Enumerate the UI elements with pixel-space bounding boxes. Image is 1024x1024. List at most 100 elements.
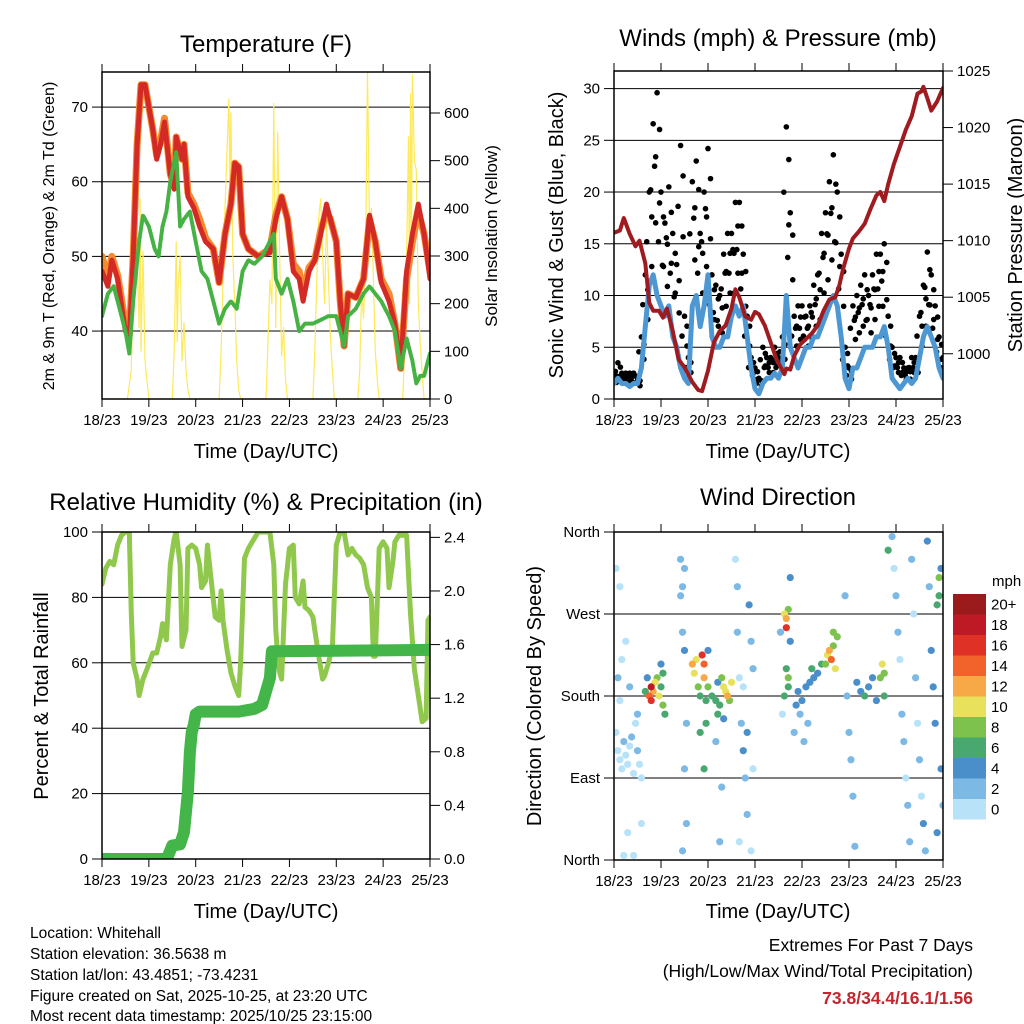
- gust-point: [648, 263, 655, 270]
- wind-ylabel-left: Sonic Wind & Gust (Blue, Black): [546, 92, 568, 379]
- x-tick-label: 20/23: [689, 412, 727, 429]
- direction-point: [712, 737, 720, 746]
- gust-point: [664, 283, 671, 290]
- direction-point: [618, 655, 626, 664]
- direction-point: [633, 710, 642, 718]
- gust-point: [797, 314, 804, 320]
- direction-point: [937, 765, 943, 773]
- gust-point: [668, 260, 675, 267]
- 2m-td-line: [102, 149, 430, 386]
- y-right-tick-label: 2.0: [444, 583, 465, 600]
- x-tick-label: 25/23: [411, 412, 449, 429]
- direction-point: [827, 655, 835, 664]
- y-right-tick-label: 0.8: [444, 744, 465, 761]
- gust-point: [817, 286, 823, 293]
- gust-point: [724, 230, 731, 237]
- direction-point: [880, 692, 888, 700]
- direction-point: [927, 646, 935, 655]
- gust-point: [705, 145, 711, 152]
- gust-point: [650, 120, 656, 127]
- gust-point: [812, 301, 818, 308]
- gust-point: [735, 270, 741, 276]
- direction-point: [933, 601, 941, 609]
- legend-label: 16: [991, 637, 1008, 654]
- rh-panel: 18/23 19/23 20/23 21/23 22/23 23/23 24/23 25/23…: [63, 524, 465, 889]
- gust-point: [715, 323, 722, 329]
- dir-xlabel: Time (Day/UTC): [706, 901, 851, 923]
- direction-point: [659, 701, 667, 709]
- x-tick-label: 20/23: [177, 412, 215, 429]
- speed-legend: mph 20+ 18 16 14 12 10 8 6 4 2 0: [953, 573, 1021, 820]
- y-right-tick-label: 400: [444, 200, 469, 217]
- direction-point: [780, 692, 788, 700]
- extremes-subheading: (High/Low/Max Wind/Total Precipitation): [663, 961, 973, 981]
- direction-point: [690, 669, 698, 677]
- gust-point: [899, 359, 906, 366]
- direction-point: [626, 742, 634, 750]
- dir-panel: 18/23 19/23 20/23 21/23 22/23 23/23 24/23 25/23…: [561, 524, 962, 890]
- direction-point: [622, 637, 630, 645]
- direction-point: [784, 674, 792, 682]
- y-right-tick-label: 1010: [957, 233, 990, 250]
- direction-point: [808, 665, 816, 673]
- y-tick-label: 10: [583, 288, 600, 305]
- direction-point: [620, 737, 628, 746]
- gust-point: [872, 316, 878, 323]
- gust-point: [668, 209, 675, 216]
- direction-point: [902, 774, 910, 782]
- direction-point: [900, 737, 908, 746]
- gust-point: [871, 286, 877, 292]
- y-right-tick-label: 0.0: [444, 851, 465, 868]
- temp-panel: 18/23 19/23 20/23 21/23 22/23 23/23 24/23 25/23…: [71, 64, 469, 429]
- direction-point: [614, 747, 622, 755]
- gust-point: [739, 223, 745, 229]
- x-tick-label: 22/23: [783, 873, 821, 890]
- gust-point: [824, 231, 830, 237]
- gust-point: [643, 238, 650, 245]
- direction-point: [804, 719, 812, 727]
- gust-point: [660, 214, 667, 220]
- gust-point: [919, 323, 925, 329]
- gust-point: [727, 290, 733, 296]
- direction-point: [743, 810, 751, 819]
- temp-ylabel-left: 2m & 9m T (Red, Orange) & 2m Td (Green): [41, 82, 58, 391]
- gust-point: [718, 286, 724, 292]
- gust-point: [695, 186, 702, 193]
- extremes-heading: Extremes For Past 7 Days: [769, 935, 973, 955]
- gust-point: [784, 254, 791, 261]
- gust-point: [765, 364, 771, 371]
- gust-point: [692, 257, 698, 263]
- gust-point: [803, 313, 809, 320]
- direction-point: [694, 683, 702, 691]
- gust-point: [838, 251, 844, 257]
- direction-point: [782, 665, 790, 673]
- x-tick-label: 21/23: [224, 412, 262, 429]
- direction-point: [915, 756, 924, 764]
- gust-point: [652, 220, 659, 226]
- gust-point: [737, 286, 744, 292]
- y-tick-label: 25: [583, 132, 600, 149]
- gust-point: [924, 249, 931, 255]
- temp-title: Temperature (F): [180, 31, 352, 58]
- direction-point: [704, 683, 712, 691]
- x-tick-label: 21/23: [736, 873, 774, 890]
- direction-point: [700, 660, 708, 668]
- direction-point: [676, 555, 685, 563]
- y-tick-label: 60: [71, 655, 88, 672]
- direction-point: [800, 737, 808, 746]
- direction-point: [716, 701, 724, 709]
- direction-point: [794, 687, 802, 696]
- gust-point: [763, 354, 770, 361]
- gust-point: [857, 282, 864, 288]
- direction-point: [700, 674, 708, 682]
- direction-point: [747, 847, 755, 855]
- direction-point: [682, 819, 691, 828]
- gust-point: [684, 323, 690, 329]
- gust-point: [860, 296, 867, 302]
- gust-point: [828, 210, 834, 217]
- gust-point: [885, 313, 891, 320]
- x-tick-label: 21/23: [736, 412, 774, 429]
- direction-point: [733, 628, 741, 636]
- direction-point: [616, 756, 624, 764]
- direction-point: [700, 765, 708, 773]
